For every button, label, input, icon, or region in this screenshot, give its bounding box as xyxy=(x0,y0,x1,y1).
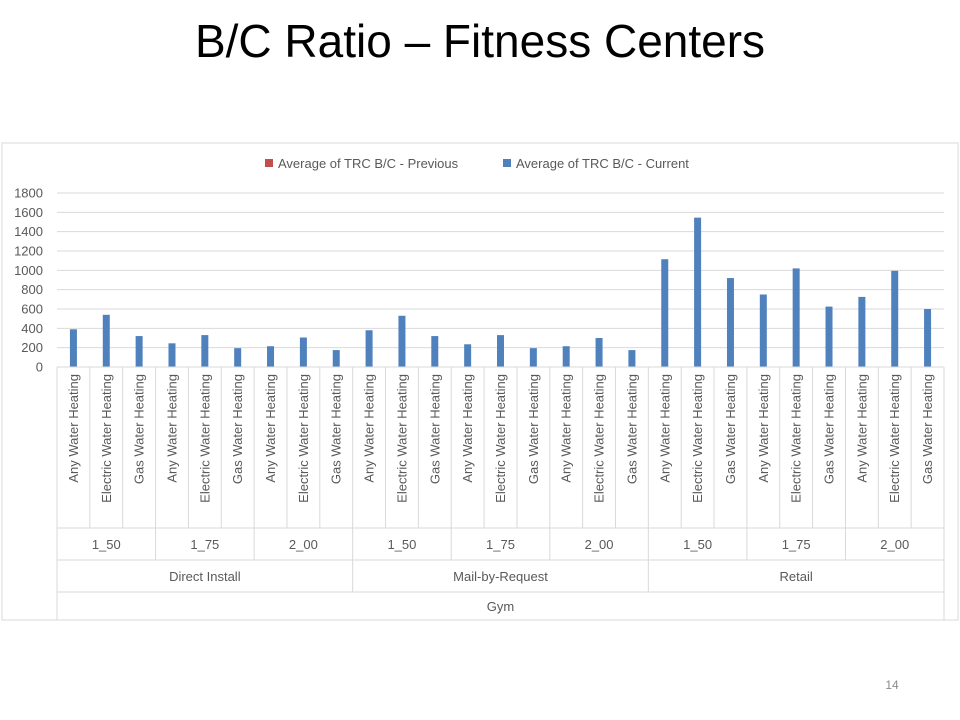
x-category-label: Gas Water Heating xyxy=(624,374,639,484)
bar-current xyxy=(102,314,110,367)
bar-current xyxy=(825,306,833,367)
y-tick-label: 400 xyxy=(21,321,43,336)
legend-swatch xyxy=(265,159,273,167)
bar-current xyxy=(332,350,340,367)
legend-swatch xyxy=(503,159,511,167)
x-category-label: Any Water Heating xyxy=(66,374,81,483)
bar-current xyxy=(398,315,406,367)
x-category-label: Electric Water Heating xyxy=(592,374,607,503)
bar-current xyxy=(69,329,77,367)
x-group-label: 1_50 xyxy=(683,537,712,552)
x-category-label: Gas Water Heating xyxy=(822,374,837,484)
x-category-label: Any Water Heating xyxy=(164,374,179,483)
x-category-label: Gas Water Heating xyxy=(920,374,935,484)
x-group-label: Direct Install xyxy=(169,569,241,584)
x-category-label: Any Water Heating xyxy=(854,374,869,483)
slide-title: B/C Ratio – Fitness Centers xyxy=(194,15,766,67)
x-category-label: Electric Water Heating xyxy=(887,374,902,503)
x-category-label: Electric Water Heating xyxy=(296,374,311,503)
bar-current xyxy=(464,344,472,367)
x-group-label: Retail xyxy=(780,569,813,584)
x-category-label: Gas Water Heating xyxy=(230,374,245,484)
x-category-label: Electric Water Heating xyxy=(197,374,212,503)
bar-current xyxy=(661,259,669,367)
x-group-label: Gym xyxy=(487,599,514,614)
x-category-label: Electric Water Heating xyxy=(394,374,409,503)
x-category-label: Electric Water Heating xyxy=(690,374,705,503)
y-tick-label: 1000 xyxy=(14,263,43,278)
y-axis: 0 200 400 600 800 1000 1200 1400 1600 1800 xyxy=(14,186,43,375)
x-category-label: Electric Water Heating xyxy=(493,374,508,503)
bar-current xyxy=(201,335,209,367)
page-number: 14 xyxy=(885,678,899,692)
bar-current xyxy=(267,346,275,367)
x-category-label: Gas Water Heating xyxy=(132,374,147,484)
x-category-label: Any Water Heating xyxy=(756,374,771,483)
bar-current xyxy=(595,338,603,367)
x-category-label: Any Water Heating xyxy=(657,374,672,483)
bar-current xyxy=(529,348,537,367)
x-category-label: Any Water Heating xyxy=(460,374,475,483)
x-group-label: Mail-by-Request xyxy=(453,569,548,584)
bar-current xyxy=(234,348,242,367)
bar-current xyxy=(168,343,176,367)
x-category-label: Electric Water Heating xyxy=(789,374,804,503)
legend: Average of TRC B/C - Previous Average of … xyxy=(265,156,689,171)
bar-current xyxy=(628,350,636,367)
x-category-label: Gas Water Heating xyxy=(526,374,541,484)
bars xyxy=(69,217,932,367)
legend-label: Average of TRC B/C - Previous xyxy=(278,156,459,171)
bar-current xyxy=(299,337,307,367)
bar-current xyxy=(792,268,800,367)
bar-current xyxy=(431,336,439,367)
y-tick-label: 800 xyxy=(21,282,43,297)
y-tick-label: 600 xyxy=(21,302,43,317)
bar-current xyxy=(891,270,899,367)
bar-current xyxy=(759,294,767,367)
y-tick-label: 1200 xyxy=(14,244,43,259)
y-tick-label: 1400 xyxy=(14,224,43,239)
x-axis: Any Water Heating Electric Water Heating G… xyxy=(56,366,945,620)
bar-current xyxy=(135,336,143,367)
y-tick-label: 0 xyxy=(36,360,43,375)
x-category-label: Any Water Heating xyxy=(263,374,278,483)
bar-current xyxy=(562,346,570,367)
x-category-label: Any Water Heating xyxy=(559,374,574,483)
legend-label: Average of TRC B/C - Current xyxy=(516,156,689,171)
y-tick-label: 1800 xyxy=(14,186,43,201)
x-group-label: 2_00 xyxy=(880,537,909,552)
x-category-label: Gas Water Heating xyxy=(427,374,442,484)
x-group-label: 1_50 xyxy=(387,537,416,552)
y-tick-label: 1600 xyxy=(14,205,43,220)
bar-current xyxy=(858,296,866,367)
y-tick-label: 200 xyxy=(21,340,43,355)
x-category-label: Gas Water Heating xyxy=(723,374,738,484)
x-category-label: Gas Water Heating xyxy=(329,374,344,484)
x-group-label: 1_75 xyxy=(190,537,219,552)
bar-current xyxy=(497,335,504,367)
x-group-label: 2_00 xyxy=(289,537,318,552)
bar-current xyxy=(726,278,734,367)
bar-current xyxy=(694,217,702,367)
x-group-label: 1_75 xyxy=(486,537,515,552)
x-group-label: 2_00 xyxy=(585,537,614,552)
x-group-label: 1_75 xyxy=(782,537,811,552)
bar-current xyxy=(924,309,932,367)
x-group-label: 1_50 xyxy=(92,537,121,552)
x-category-label: Any Water Heating xyxy=(362,374,377,483)
chart-border xyxy=(1,142,959,621)
x-category-label: Electric Water Heating xyxy=(99,374,114,503)
bar-current xyxy=(365,330,373,367)
